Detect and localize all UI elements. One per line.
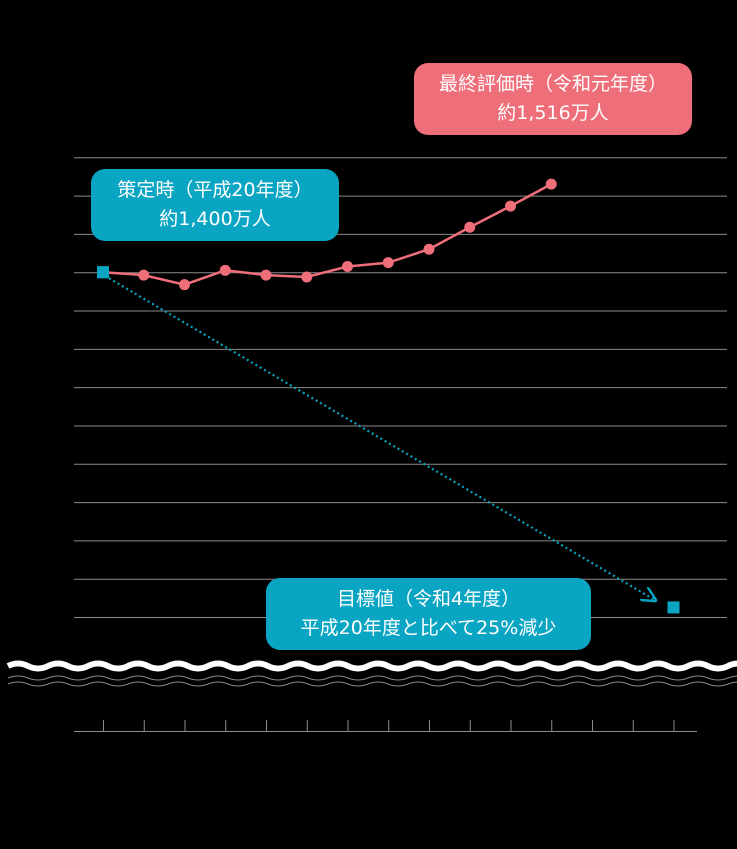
actual-point bbox=[545, 178, 557, 190]
actual-line bbox=[102, 183, 552, 286]
callout-target-title: 目標値（令和4年度） bbox=[336, 588, 521, 610]
callout-start-title: 策定時（平成20年度） bbox=[117, 179, 313, 201]
axis-break bbox=[6, 660, 737, 687]
actual-point bbox=[505, 200, 516, 212]
target-series bbox=[97, 266, 680, 614]
callout-final-title: 最終評価時（令和元年度） bbox=[438, 73, 667, 95]
actual-point bbox=[260, 269, 272, 281]
callout-start-value: 約1,400万人 bbox=[159, 208, 271, 230]
callout-target: 目標値（令和4年度） 平成20年度と比べて25%減少 bbox=[266, 578, 591, 650]
axis-break-wave bbox=[6, 660, 737, 672]
actual-point bbox=[179, 279, 190, 291]
callout-final-value: 約1,516万人 bbox=[497, 102, 609, 124]
actual-point bbox=[138, 269, 150, 281]
actual-point bbox=[464, 221, 476, 233]
start-point bbox=[97, 266, 109, 279]
actual-point bbox=[382, 257, 394, 269]
callout-start: 策定時（平成20年度） 約1,400万人 bbox=[91, 169, 339, 241]
axis-break-line bbox=[7, 675, 737, 681]
target-end-point bbox=[667, 601, 680, 614]
target-arrow bbox=[108, 277, 656, 600]
axis-break-line bbox=[7, 681, 737, 687]
actual-series bbox=[97, 178, 557, 291]
callout-target-value: 平成20年度と比べて25%減少 bbox=[300, 617, 557, 639]
actual-point bbox=[301, 271, 313, 283]
actual-point bbox=[219, 264, 231, 276]
actual-point bbox=[342, 260, 353, 272]
x-axis bbox=[74, 720, 697, 732]
actual-point bbox=[423, 243, 435, 255]
callout-final: 最終評価時（令和元年度） 約1,516万人 bbox=[414, 63, 692, 135]
